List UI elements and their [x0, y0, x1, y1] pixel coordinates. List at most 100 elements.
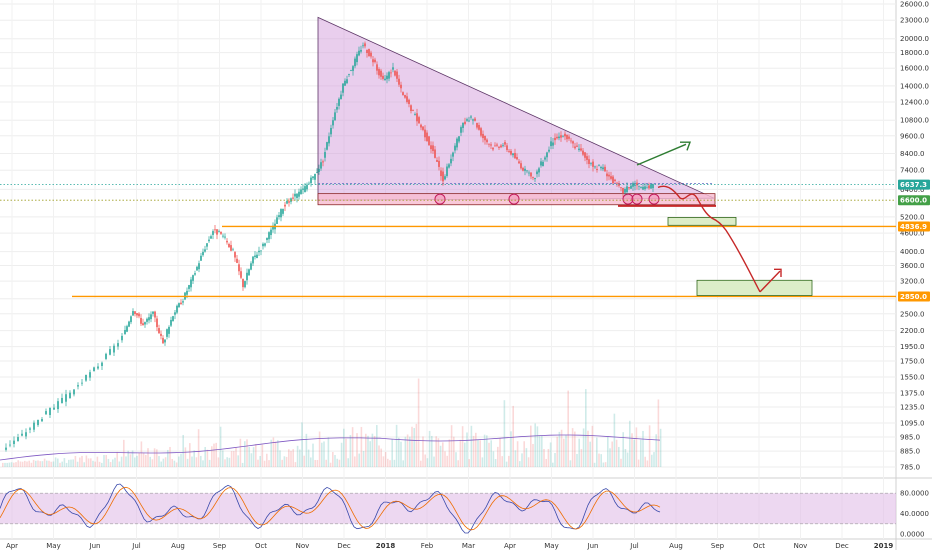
- volume-bar: [514, 450, 517, 467]
- volume-bar: [332, 451, 334, 467]
- candle-body: [468, 120, 470, 122]
- volume-bar: [303, 455, 305, 467]
- candle-body: [490, 144, 492, 146]
- volume-bar: [92, 460, 94, 467]
- price-tick-label: 20000.0: [900, 35, 929, 43]
- candle-body: [314, 173, 316, 180]
- volume-bar: [127, 450, 129, 467]
- candle-body: [194, 273, 196, 275]
- volume-bar: [437, 438, 440, 467]
- volume-bar: [164, 457, 167, 467]
- volume-bar: [46, 460, 48, 467]
- volume-bar: [545, 458, 547, 467]
- candle-body: [320, 162, 322, 169]
- volume-bar: [305, 433, 308, 467]
- volume-bar: [453, 436, 455, 467]
- candle-body: [226, 240, 228, 243]
- support-touch-marker: [434, 193, 446, 205]
- time-tick-label: Dec: [835, 542, 849, 550]
- candle-body: [580, 148, 582, 151]
- candle-body: [604, 166, 606, 172]
- candle-body: [392, 67, 394, 70]
- price-tick-label: 7400.0: [900, 167, 925, 175]
- price-tick-label: 985.0: [900, 433, 920, 441]
- volume-bar: [622, 432, 624, 467]
- volume-bar: [32, 459, 35, 467]
- volume-bar: [184, 447, 187, 467]
- osc-tick-label: 80.0000: [900, 490, 929, 498]
- volume-bar: [503, 400, 506, 467]
- volume-bar: [472, 435, 475, 467]
- candle-body: [544, 157, 546, 160]
- volume-bar: [613, 413, 616, 467]
- price-tick-label: 1950.0: [900, 343, 925, 351]
- volume-bar: [591, 425, 594, 467]
- price-tick-label: 5200.0: [900, 213, 925, 221]
- price-axis[interactable]: 26000.0 23000.0 20000.0 18000.0 16000.0 14000…: [898, 1, 930, 539]
- volume-bar: [362, 450, 365, 467]
- candle-body: [622, 187, 624, 193]
- volume-bar: [481, 457, 484, 467]
- candle-body: [582, 150, 584, 155]
- candle-body: [306, 184, 308, 190]
- candle-body: [426, 132, 428, 142]
- volume-bar: [536, 426, 539, 467]
- candle-body: [540, 161, 542, 166]
- time-tick-label: May: [46, 542, 60, 550]
- volume-bar: [422, 436, 424, 467]
- volume-bar: [230, 451, 233, 467]
- rebound-arrow-head: [774, 268, 782, 278]
- candle-body: [316, 172, 318, 174]
- volume-bar: [24, 460, 26, 467]
- candle-body: [296, 193, 298, 198]
- candle-body: [286, 200, 288, 204]
- volume-bar: [323, 441, 325, 467]
- candle-body: [202, 251, 204, 256]
- candle-body: [172, 316, 174, 322]
- candle-body: [41, 419, 43, 422]
- candle-body: [73, 389, 75, 395]
- volume-bar: [167, 449, 169, 467]
- candle-body: [594, 166, 596, 168]
- volume-bar: [112, 459, 114, 467]
- volume-bar: [76, 461, 79, 467]
- volume-bar: [644, 456, 646, 467]
- candle-body: [512, 153, 514, 156]
- volume-bar: [81, 455, 83, 467]
- candle-body: [596, 168, 598, 171]
- volume-bar: [98, 461, 101, 467]
- candle-body: [498, 146, 500, 148]
- volume-bar: [349, 435, 352, 467]
- volume-bar: [310, 457, 312, 467]
- candle-body: [546, 152, 548, 158]
- candle-body: [97, 366, 99, 369]
- volume-bar: [393, 459, 396, 467]
- candle-body: [378, 69, 380, 76]
- volume-bar: [424, 454, 426, 467]
- volume-bar: [501, 456, 503, 467]
- candle-body: [350, 69, 352, 71]
- volume-bar: [488, 442, 490, 467]
- candle-body: [396, 71, 398, 79]
- rebound-arrow-line: [759, 270, 781, 293]
- candle-body: [454, 145, 456, 151]
- volume-bar: [101, 462, 103, 467]
- candle-body: [33, 422, 35, 430]
- volume-bar: [138, 452, 140, 467]
- volume-bar: [334, 455, 336, 467]
- candle-body: [300, 189, 302, 194]
- candle-body: [254, 255, 256, 257]
- time-axis[interactable]: Apr May Jun Jul Aug Sep Oct Nov Dec 2018 Feb Mar Apr…: [6, 542, 893, 550]
- candle-body: [318, 168, 320, 172]
- stochastic-rsi-pane: [0, 483, 896, 534]
- candle-body: [25, 432, 27, 437]
- candle-body: [536, 171, 538, 175]
- candle-body: [618, 183, 620, 186]
- candle-body: [246, 272, 248, 281]
- volume-bar: [505, 461, 508, 467]
- candle-body: [516, 157, 518, 160]
- volume-bar: [268, 460, 270, 467]
- volume-bar: [565, 435, 567, 467]
- volume-bar: [389, 460, 391, 467]
